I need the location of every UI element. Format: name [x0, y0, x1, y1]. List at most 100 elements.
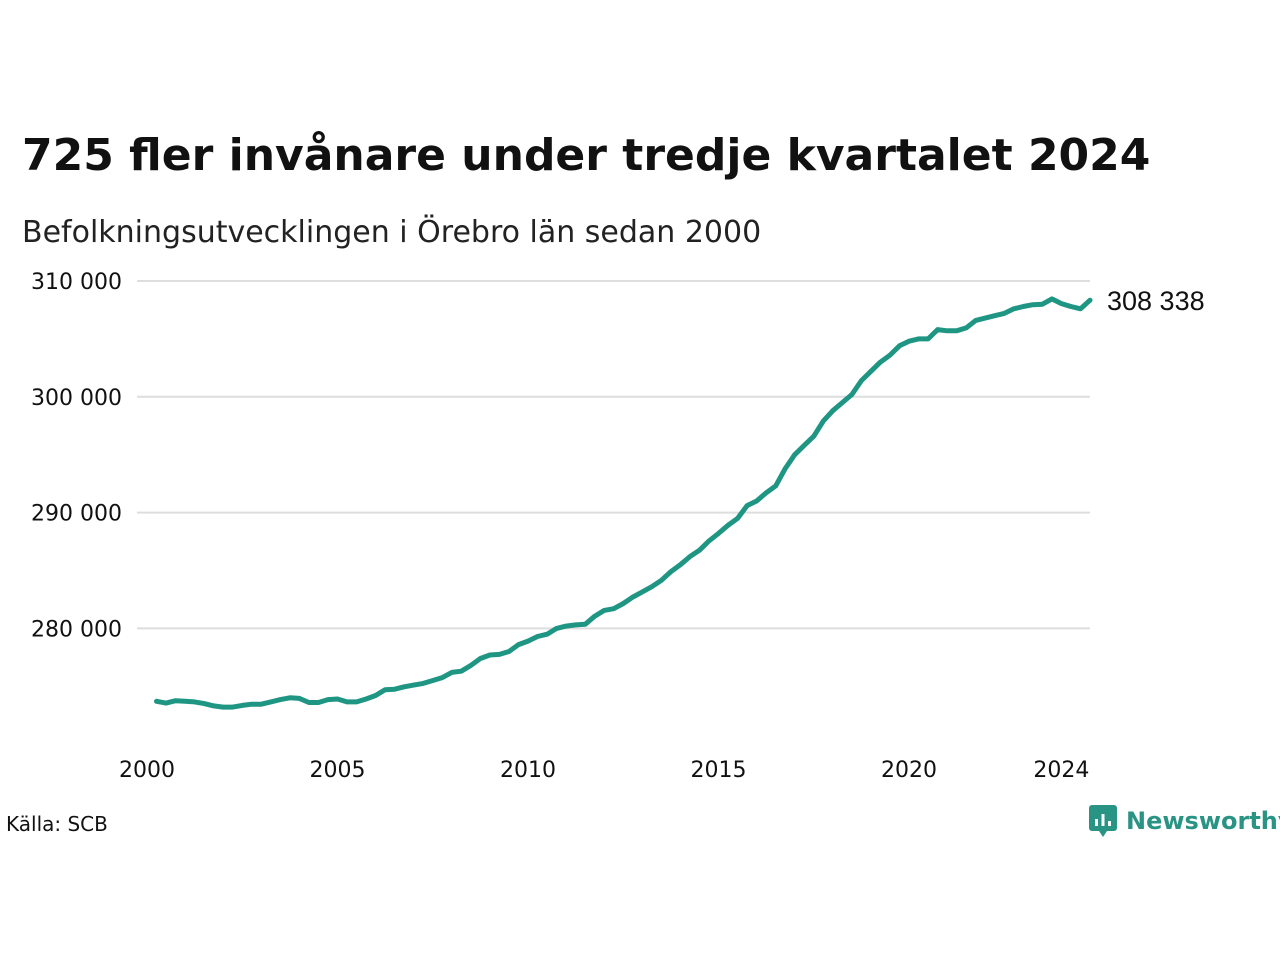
data-point: [516, 642, 521, 647]
data-point: [154, 699, 159, 704]
data-point: [697, 548, 702, 553]
data-point: [344, 699, 350, 705]
data-point: [278, 697, 283, 702]
data-point: [173, 698, 178, 703]
population-series-line: [154, 296, 1093, 710]
data-point: [640, 589, 645, 595]
data-point: [1078, 306, 1083, 311]
data-point: [563, 623, 569, 629]
x-tick-label: 2005: [310, 758, 366, 783]
data-point: [249, 702, 254, 707]
data-point: [525, 638, 531, 644]
data-point: [649, 584, 654, 589]
data-point: [830, 408, 835, 413]
data-point: [449, 670, 454, 675]
y-axis-tick-labels: 280 000 290 000 300 000 310 000: [31, 270, 122, 642]
data-point: [1068, 304, 1074, 309]
data-point: [316, 700, 321, 705]
data-point: [725, 523, 731, 528]
data-point: [487, 652, 493, 658]
y-tick-label: 280 000: [31, 617, 122, 642]
data-point: [240, 703, 245, 708]
data-point: [868, 369, 874, 374]
data-point: [1030, 302, 1036, 307]
data-point: [687, 554, 693, 559]
data-point: [754, 498, 759, 504]
data-point: [744, 503, 750, 508]
data-point: [192, 699, 197, 705]
newsworthy-logo-icon: [1089, 805, 1117, 837]
data-point: [783, 466, 788, 471]
source-note: Källa: SCB: [6, 812, 108, 836]
data-point: [306, 700, 312, 705]
data-point: [544, 632, 550, 637]
data-point: [392, 687, 397, 692]
x-tick-label: 2024: [1033, 758, 1089, 783]
data-point: [659, 578, 664, 583]
data-point: [992, 313, 997, 318]
grid-lines: [137, 280, 1090, 630]
data-point: [583, 622, 588, 627]
data-point: [459, 669, 464, 674]
data-point: [925, 336, 931, 342]
data-points: [154, 296, 1093, 710]
data-point: [259, 702, 264, 707]
data-point: [221, 704, 226, 710]
data-point: [554, 626, 559, 631]
data-point: [402, 684, 407, 689]
data-point: [716, 531, 721, 536]
y-tick-label: 310 000: [31, 270, 122, 295]
end-value-label: 308 338: [1107, 286, 1205, 316]
data-point: [906, 339, 912, 344]
y-tick-label: 290 000: [31, 502, 122, 527]
line-chart: 280 000 290 000 300 000 310 000 2000 2005 201…: [31, 270, 1205, 783]
data-point: [497, 652, 502, 657]
x-axis-tick-labels: 2000 2005 2010 2015 2020 2024: [119, 758, 1089, 783]
x-tick-label: 2000: [119, 758, 175, 783]
data-point: [878, 359, 883, 365]
data-point: [859, 378, 864, 383]
data-point: [792, 452, 797, 457]
data-point: [373, 693, 378, 698]
data-point: [268, 699, 273, 705]
data-point: [983, 315, 988, 321]
data-point: [773, 483, 778, 489]
data-point: [954, 328, 959, 333]
data-point: [325, 697, 331, 702]
data-point: [1049, 296, 1055, 302]
data-point: [735, 516, 740, 521]
data-point: [668, 569, 674, 574]
chart-subtitle: Befolkningsutvecklingen i Örebro län sed…: [22, 215, 762, 250]
data-point: [335, 696, 340, 702]
x-tick-label: 2020: [881, 758, 937, 783]
data-point: [897, 343, 902, 348]
data-point: [1021, 304, 1026, 309]
data-point: [706, 538, 712, 544]
data-point: [821, 418, 826, 424]
chart-title: 725 fler invånare under tredje kvartalet…: [22, 130, 1151, 181]
data-point: [964, 325, 969, 331]
data-point: [763, 490, 769, 496]
data-point: [592, 614, 597, 619]
data-point: [678, 562, 683, 567]
data-point: [363, 696, 369, 702]
data-point: [973, 318, 978, 323]
y-tick-label: 300 000: [31, 386, 122, 411]
brand-logo[interactable]: Newsworthy: [1088, 804, 1280, 838]
data-point: [182, 699, 188, 704]
data-point: [611, 606, 616, 611]
data-point: [887, 352, 893, 358]
data-point: [440, 675, 445, 680]
data-point: [211, 703, 216, 709]
data-point: [382, 687, 388, 692]
data-point: [411, 682, 416, 688]
data-point: [811, 434, 816, 439]
data-point: [802, 443, 807, 448]
brand-name: Newsworthy: [1126, 807, 1280, 835]
data-point: [621, 601, 626, 606]
data-point: [202, 701, 207, 706]
data-point: [230, 704, 235, 710]
data-point: [354, 699, 359, 705]
x-tick-label: 2010: [500, 758, 556, 783]
data-point: [630, 594, 635, 600]
